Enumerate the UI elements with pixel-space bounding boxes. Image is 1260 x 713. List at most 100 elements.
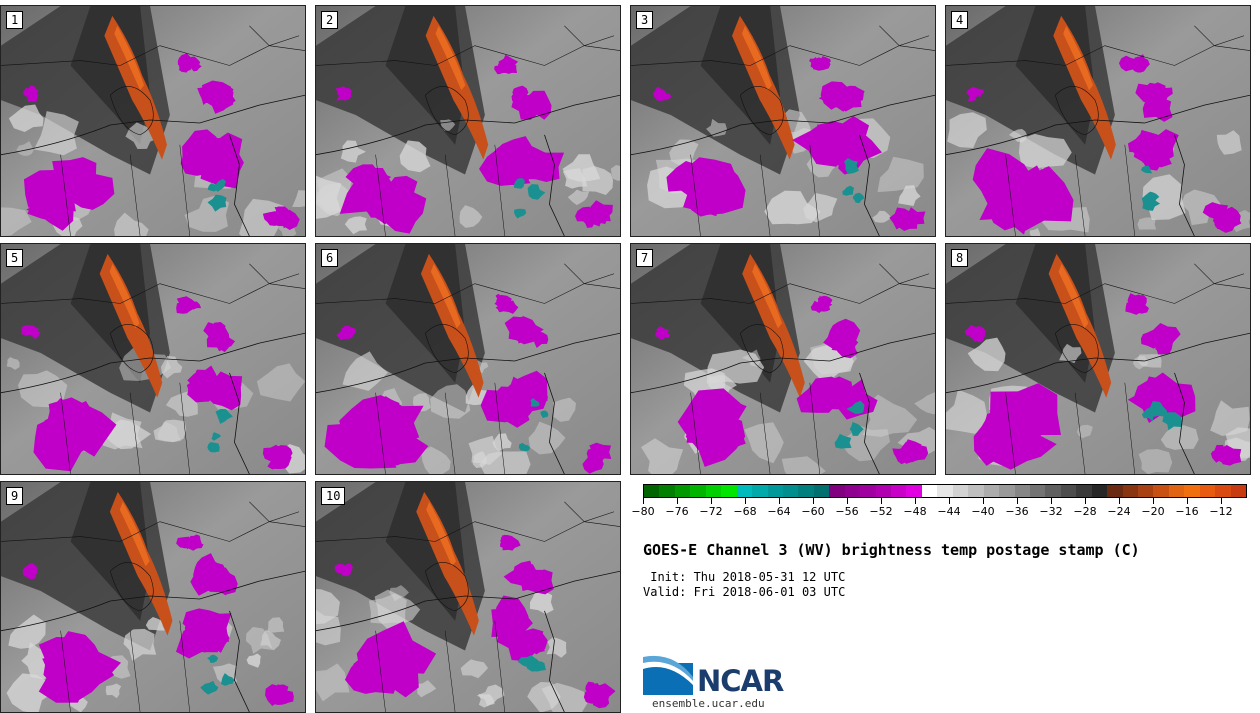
colorbar-tick: [677, 498, 678, 504]
panel-number: 10: [321, 487, 346, 505]
colorbar-segment: [999, 485, 1015, 497]
panel-number: 7: [636, 249, 654, 267]
colorbar-segment: [921, 485, 938, 497]
site-url: ensemble.ucar.edu: [652, 697, 765, 710]
colorbar-tick-label: −20: [1141, 505, 1165, 518]
colorbar-tick-label: −40: [971, 505, 995, 518]
ensemble-member-panel: 3: [630, 5, 936, 237]
wv-brightness-map: [316, 482, 620, 712]
colorbar-tick-label: −16: [1175, 505, 1199, 518]
colorbar-segment: [736, 485, 753, 497]
colorbar-tick-label: −24: [1107, 505, 1131, 518]
colorbar-tick-label: −72: [699, 505, 723, 518]
colorbar-segment: [1215, 485, 1231, 497]
ensemble-member-panel: 6: [315, 243, 621, 475]
colorbar-segment: [1122, 485, 1138, 497]
panel-number: 2: [321, 11, 339, 29]
colorbar-tick: [779, 498, 780, 504]
colorbar-tick: [1187, 498, 1188, 504]
panel-number: 1: [6, 11, 24, 29]
colorbar-segment: [844, 485, 861, 497]
panel-number: 3: [636, 11, 654, 29]
colorbar-segment: [1076, 485, 1092, 497]
panel-number: 8: [951, 249, 969, 267]
colorbar-tick-label: −12: [1209, 505, 1233, 518]
colorbar-segment: [1184, 485, 1200, 497]
ensemble-member-panel: 8: [945, 243, 1251, 475]
ensemble-member-panel: 4: [945, 5, 1251, 237]
ensemble-member-panel: 1: [0, 5, 306, 237]
colorbar-tick-label: −68: [733, 505, 757, 518]
colorbar-tick: [745, 498, 746, 504]
wv-brightness-map: [946, 244, 1250, 474]
panel-number: 6: [321, 249, 339, 267]
colorbar-segment: [1138, 485, 1154, 497]
init-time: Init: Thu 2018-05-31 12 UTC: [643, 570, 846, 584]
colorbar-tick: [1119, 498, 1120, 504]
colorbar-segment: [1091, 485, 1108, 497]
colorbar-segment: [705, 485, 722, 497]
colorbar-segment: [891, 485, 907, 497]
colorbar-tick-label: −28: [1073, 505, 1097, 518]
colorbar-ticks: −80 −76 −72 −68 −64 −60 −56 −52 −48 −44 −40 −36 −32−…: [631, 498, 1247, 518]
colorbar-segment: [952, 485, 969, 497]
wv-brightness-map: [946, 6, 1250, 236]
wv-brightness-map: [1, 6, 305, 236]
ensemble-member-panel: 5: [0, 243, 306, 475]
colorbar-segment: [1230, 485, 1247, 497]
colorbar-segment: [1153, 485, 1169, 497]
colorbar-segment: [1045, 485, 1061, 497]
colorbar-segment: [1029, 485, 1046, 497]
wv-brightness-map: [316, 244, 620, 474]
colorbar-segment: [968, 485, 984, 497]
valid-time: Valid: Fri 2018-06-01 03 UTC: [643, 585, 846, 599]
ensemble-member-panel: 7: [630, 243, 936, 475]
colorbar-tick-label: −76: [665, 505, 689, 518]
ncar-logo-icon: [643, 655, 693, 695]
colorbar-segment: [782, 485, 799, 497]
colorbar-segment: [860, 485, 876, 497]
colorbar-tick: [847, 498, 848, 504]
wv-brightness-map: [1, 244, 305, 474]
wv-brightness-map: [316, 6, 620, 236]
colorbar-tick: [813, 498, 814, 504]
colorbar-tick-label: −44: [937, 505, 961, 518]
ensemble-member-panel: 9: [0, 481, 306, 713]
colorbar-segment: [721, 485, 737, 497]
colorbar-tick: [1051, 498, 1052, 504]
ensemble-member-panel: 10: [315, 481, 621, 713]
colorbar-segment: [906, 485, 922, 497]
colorbar-segment: [674, 485, 691, 497]
colorbar-segment: [1199, 485, 1216, 497]
wv-brightness-map: [631, 6, 935, 236]
colorbar-tick: [1017, 498, 1018, 504]
colorbar-segment: [875, 485, 891, 497]
colorbar-segment: [937, 485, 953, 497]
colorbar-segment: [829, 485, 845, 497]
colorbar-segment: [659, 485, 675, 497]
ensemble-member-panel: 2: [315, 5, 621, 237]
panel-number: 4: [951, 11, 969, 29]
colorbar-tick: [881, 498, 882, 504]
colorbar-segment: [767, 485, 783, 497]
colorbar-tick-label: −64: [767, 505, 791, 518]
colorbar-tick-label: −32: [1039, 505, 1063, 518]
colorbar-segment: [752, 485, 768, 497]
wv-brightness-map: [631, 244, 935, 474]
colorbar-tick-label: −56: [835, 505, 859, 518]
colorbar-tick-label: −36: [1005, 505, 1029, 518]
colorbar-tick: [949, 498, 950, 504]
colorbar-tick-label: −80: [631, 505, 655, 518]
colorbar-tick: [1085, 498, 1086, 504]
ncar-logo-text: NCAR: [697, 664, 784, 698]
colorbar-tick-label: −52: [869, 505, 893, 518]
colorbar-tick-label: −60: [801, 505, 825, 518]
panel-number: 5: [6, 249, 24, 267]
colorbar-tick: [915, 498, 916, 504]
colorbar-segment: [644, 485, 660, 497]
colorbar: [643, 484, 1247, 498]
colorbar-segment: [1168, 485, 1185, 497]
colorbar-segment: [690, 485, 706, 497]
colorbar-tick-label: −48: [903, 505, 927, 518]
chart-title: GOES-E Channel 3 (WV) brightness temp po…: [643, 541, 1140, 559]
